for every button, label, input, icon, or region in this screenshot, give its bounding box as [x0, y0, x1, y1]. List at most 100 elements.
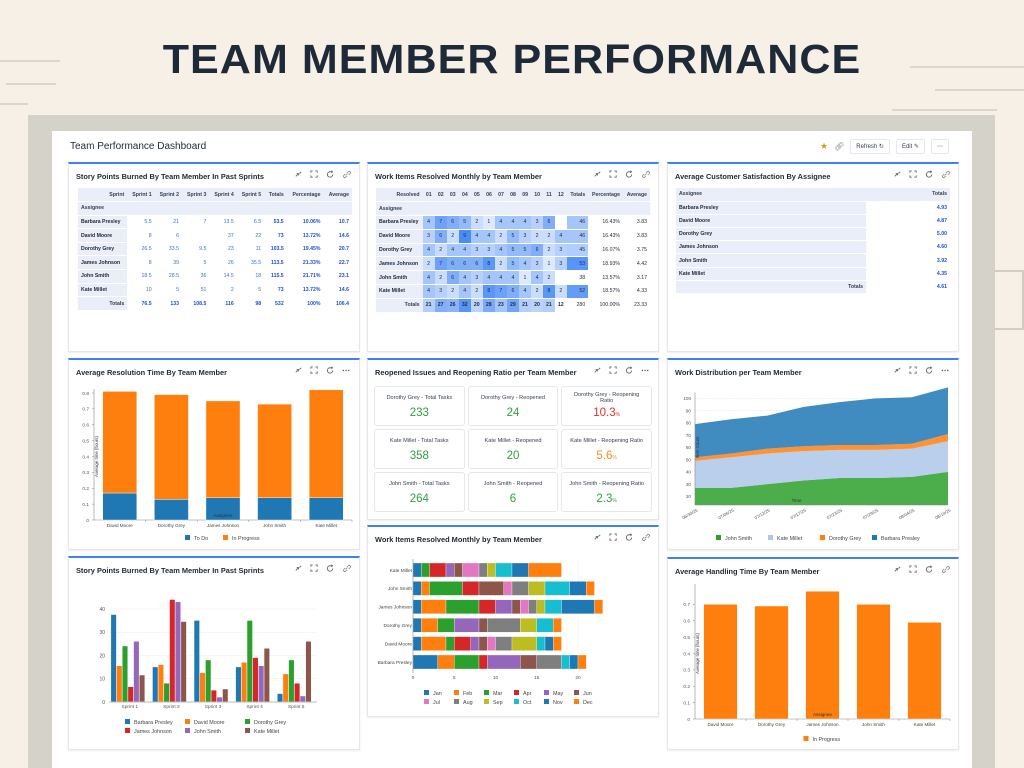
- kpi-card[interactable]: Dorothy Grey - Total Tasks 233: [374, 386, 465, 426]
- cell-percentage: 16.07%: [588, 243, 623, 258]
- heat-cell: 8: [482, 256, 495, 272]
- collapse-icon[interactable]: [893, 565, 902, 574]
- more-icon[interactable]: [641, 366, 650, 375]
- header-spacer: [622, 201, 650, 217]
- cell-value: 28.5: [154, 269, 182, 284]
- link-icon[interactable]: [941, 565, 950, 574]
- collapse-icon[interactable]: [893, 366, 902, 375]
- collapse-icon[interactable]: [593, 366, 602, 375]
- fullscreen-icon[interactable]: [310, 564, 319, 573]
- fullscreen-icon[interactable]: [609, 170, 618, 179]
- collapse-icon[interactable]: [593, 170, 602, 179]
- heat-cell: 8: [543, 284, 555, 299]
- heat-cell: 2: [543, 229, 555, 244]
- heat-cell: 7: [434, 256, 447, 272]
- cell-value: 39: [154, 255, 182, 271]
- refresh-icon[interactable]: [326, 170, 335, 179]
- bar: [164, 683, 170, 702]
- sprints-chart: 0 10 20 30 40 Sprint 1 Sprint 2 Sprint 3 Sprint …: [99, 599, 317, 735]
- fullscreen-icon[interactable]: [909, 565, 918, 574]
- bar: [283, 674, 289, 702]
- refresh-icon[interactable]: [625, 170, 634, 179]
- more-options-button[interactable]: ⋯: [931, 139, 949, 154]
- link-icon[interactable]: [342, 564, 351, 573]
- kpi-card[interactable]: Kate Millet - Total Tasks 358: [374, 429, 465, 469]
- kpi-card[interactable]: Dorothy Grey - Reopened 24: [467, 386, 559, 426]
- refresh-button[interactable]: Refresh ↻: [850, 139, 890, 154]
- refresh-icon[interactable]: [925, 170, 934, 179]
- share-link-icon[interactable]: 🔗︎: [834, 142, 845, 151]
- fullscreen-icon[interactable]: [609, 533, 618, 542]
- bar-segment: [257, 497, 292, 521]
- bar-segment: [569, 581, 587, 596]
- kpi-card[interactable]: John Smith - Total Tasks 264: [374, 472, 465, 512]
- y-tick-label: Dorothy Grey: [383, 623, 412, 629]
- cell-percentage: 10.06%: [286, 215, 324, 230]
- collapse-icon[interactable]: [294, 366, 303, 375]
- assignee-name: Kate Millet: [676, 267, 866, 281]
- heat-cell: 4: [446, 243, 459, 258]
- fullscreen-icon[interactable]: [609, 366, 618, 375]
- kpi-card[interactable]: Dorothy Grey - Reopening Ratio 10.3%: [561, 386, 652, 426]
- bar-segment: [412, 562, 422, 578]
- y-tick-label: 0.8: [82, 391, 89, 397]
- refresh-icon[interactable]: [925, 366, 934, 375]
- y-tick-label: 0.7: [82, 407, 89, 413]
- kpi-value: 2.3%: [562, 493, 651, 505]
- edit-button[interactable]: Edit ✎: [895, 139, 925, 154]
- area-series: [695, 387, 948, 458]
- cell-value: 9.5: [181, 242, 210, 257]
- assignee-name: Barbara Presley: [676, 201, 866, 215]
- fullscreen-icon[interactable]: [310, 366, 319, 375]
- kpi-number: 2.3: [596, 493, 613, 505]
- assignee-name: Barbara Presley: [376, 215, 423, 230]
- kpi-number: 24: [506, 407, 520, 419]
- link-icon[interactable]: [641, 533, 650, 542]
- refresh-icon[interactable]: [326, 564, 335, 573]
- kpi-card[interactable]: John Smith - Reopened 6: [467, 472, 559, 512]
- heat-cell: 4: [518, 256, 531, 272]
- link-icon[interactable]: [641, 170, 650, 179]
- kpi-card[interactable]: Kate Millet - Reopened 20: [467, 429, 559, 469]
- refresh-icon[interactable]: [925, 565, 934, 574]
- heat-cell: 4: [494, 270, 507, 286]
- heat-cell: 4: [458, 270, 471, 286]
- cell-value: 7: [181, 215, 210, 230]
- collapse-icon[interactable]: [593, 533, 602, 542]
- table-row: David Moore 3 6 2 9 4 4 2 5 3 2 2 4 46 16.43% 3.83: [376, 229, 650, 244]
- collapse-icon[interactable]: [893, 170, 902, 179]
- heat-cell: 1: [482, 215, 495, 230]
- legend-swatch: [514, 690, 519, 695]
- bar: [111, 614, 117, 702]
- kpi-card[interactable]: John Smith - Reopening Ratio 2.3%: [561, 472, 652, 512]
- cell-value: 18: [236, 269, 265, 284]
- kpi-unit: %: [612, 498, 617, 504]
- refresh-icon[interactable]: [326, 366, 335, 375]
- cell-total: 76.5: [127, 296, 155, 311]
- legend-swatch: [768, 535, 773, 540]
- link-icon[interactable]: [941, 170, 950, 179]
- cell-value: 5.00: [866, 227, 950, 242]
- fullscreen-icon[interactable]: [310, 170, 319, 179]
- bar: [211, 690, 217, 702]
- cell-value: 18.5: [127, 269, 155, 284]
- fullscreen-icon[interactable]: [909, 366, 918, 375]
- refresh-icon[interactable]: [625, 366, 634, 375]
- favorite-star-icon[interactable]: ★: [820, 141, 829, 151]
- collapse-icon[interactable]: [294, 564, 303, 573]
- collapse-icon[interactable]: [294, 170, 303, 179]
- bar-segment: [478, 636, 488, 651]
- table-row: David Moore 8 6 37 22 73 13.72% 14.6: [78, 228, 352, 243]
- bar-segment: [478, 618, 488, 633]
- cell-total: 4.61: [866, 280, 950, 295]
- link-icon[interactable]: [342, 170, 351, 179]
- more-icon[interactable]: [342, 366, 351, 375]
- kpi-card[interactable]: Kate Millet - Reopening Ratio 5.6%: [561, 429, 652, 469]
- bar-segment: [511, 562, 529, 578]
- refresh-icon[interactable]: [625, 533, 634, 542]
- legend-label: Kate Millet: [254, 729, 280, 735]
- table-row: James Johnson 2 7 6 6 6 8 2 5 4 3 1 3 53 18.93% 4.42: [376, 256, 650, 272]
- more-icon[interactable]: [941, 366, 950, 375]
- fullscreen-icon[interactable]: [909, 170, 918, 179]
- column-header: Sprint 5: [236, 188, 265, 203]
